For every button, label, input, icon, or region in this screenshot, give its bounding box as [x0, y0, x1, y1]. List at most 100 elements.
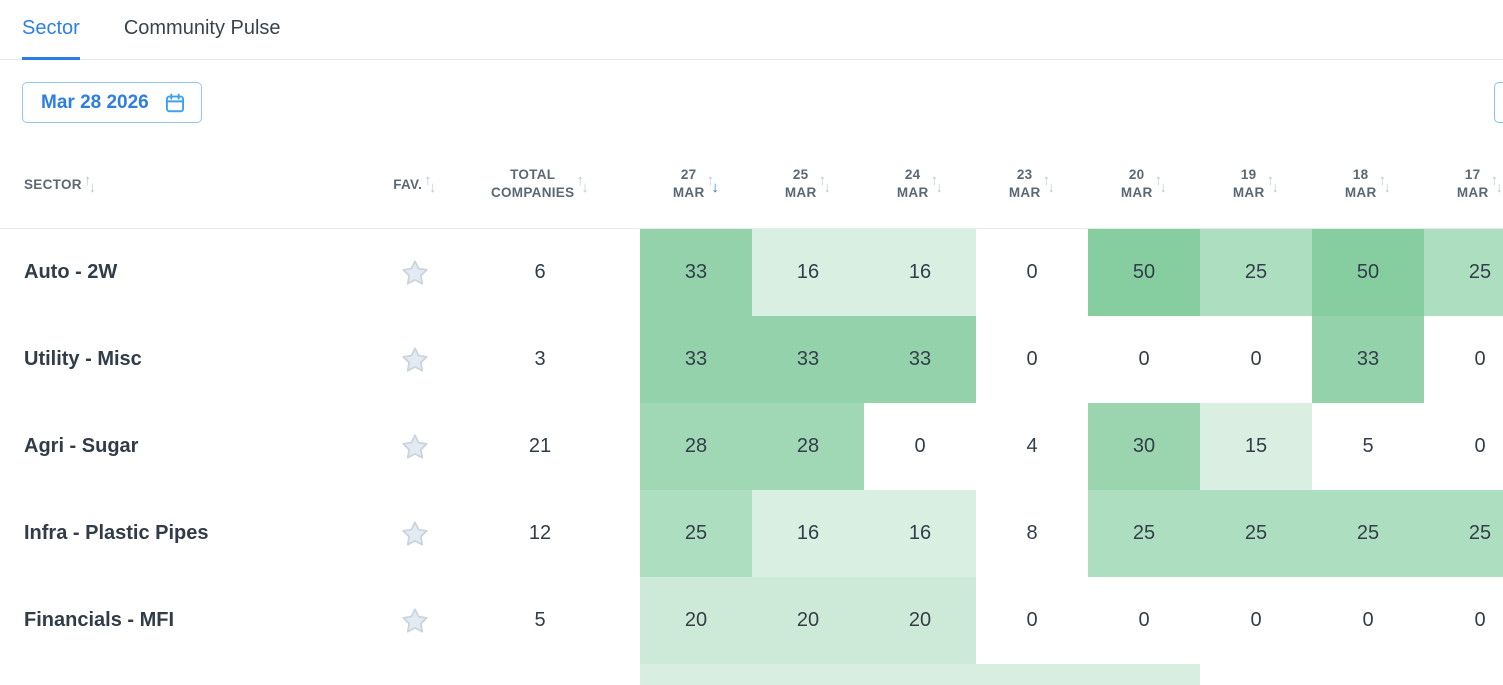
heat-cell: 33 [1312, 316, 1424, 403]
heat-cell-partial [1088, 664, 1200, 685]
table-row-partial [0, 664, 1503, 685]
date-header-label: 24 MAR [896, 167, 929, 200]
heat-cell: 25 [1200, 229, 1312, 316]
sort-up-icon: ↑ [1154, 171, 1163, 189]
total-companies-value: 3 [534, 348, 546, 370]
total-companies-value: 12 [528, 522, 552, 544]
sort-down-icon: ↓ [1495, 178, 1503, 196]
heat-cell: 20 [752, 577, 864, 664]
favorite-star-icon[interactable] [400, 519, 430, 549]
sector-name: Financials - MFI [24, 609, 175, 631]
heat-cell-partial [1424, 664, 1503, 685]
favorite-star-icon[interactable] [400, 345, 430, 375]
sort-icons: ↑ ↓ [84, 172, 97, 196]
cut-off-right-button[interactable] [1494, 82, 1503, 123]
column-header-fav[interactable]: FAV. ↑ ↓ [393, 171, 437, 196]
spacer [460, 664, 620, 685]
heat-cell-partial [640, 664, 752, 685]
heat-cell: 28 [752, 403, 864, 490]
heat-cell-partial [976, 664, 1088, 685]
date-header-label: 27 MAR [672, 167, 705, 200]
tab-sector-label: Sector [22, 17, 80, 39]
sort-icons: ↑ ↓ [424, 172, 437, 196]
spacer [620, 490, 640, 577]
sort-up-icon: ↑ [1378, 171, 1387, 189]
heat-cell: 16 [864, 229, 976, 316]
column-header-date-19-mar[interactable]: 19 MAR ↑ ↓ [1200, 140, 1312, 228]
sort-down-icon: ↓ [581, 178, 590, 196]
date-picker-button[interactable]: Mar 28 2026 [22, 82, 202, 123]
heat-cell: 33 [640, 316, 752, 403]
spacer [620, 403, 640, 490]
tab-bar: Sector Community Pulse [0, 0, 1503, 60]
fav-cell [370, 577, 460, 664]
fav-cell [370, 490, 460, 577]
heat-cell: 20 [864, 577, 976, 664]
sort-down-icon: ↓ [1047, 178, 1056, 196]
heat-cell-partial [1200, 664, 1312, 685]
sort-icons: ↑ ↓ [819, 172, 832, 196]
heat-cell: 0 [976, 577, 1088, 664]
heat-cell: 5 [1312, 403, 1424, 490]
heat-cell: 33 [752, 316, 864, 403]
heat-cell: 15 [1200, 403, 1312, 490]
column-header-date-17-mar[interactable]: 17 MAR ↑ ↓ [1424, 140, 1503, 228]
heat-cell: 0 [1424, 316, 1503, 403]
favorite-star-icon[interactable] [400, 432, 430, 462]
column-header-date-25-mar[interactable]: 25 MAR ↑ ↓ [752, 140, 864, 228]
column-header-date-27-mar[interactable]: 27 MAR ↑ ↓ [640, 140, 752, 228]
column-header-date-20-mar[interactable]: 20 MAR ↑ ↓ [1088, 140, 1200, 228]
column-header-date-24-mar[interactable]: 24 MAR ↑ ↓ [864, 140, 976, 228]
tab-community-pulse-label: Community Pulse [123, 17, 281, 39]
heat-cell: 16 [864, 490, 976, 577]
total-companies-value: 5 [534, 609, 546, 631]
date-header-label: 23 MAR [1008, 167, 1041, 200]
table-row: Auto - 2W 6 33 16 16 0 50 25 50 25 [0, 229, 1503, 316]
tab-community-pulse[interactable]: Community Pulse [124, 0, 281, 60]
sort-down-icon: ↓ [935, 178, 944, 196]
sort-down-icon: ↓ [1159, 178, 1168, 196]
sort-up-icon: ↑ [83, 171, 92, 189]
heat-cell: 33 [640, 229, 752, 316]
table-row: Utility - Misc 3 33 33 33 0 0 0 33 0 [0, 316, 1503, 403]
sort-up-icon: ↑ [424, 171, 432, 189]
calendar-icon [164, 92, 186, 114]
column-header-total-companies[interactable]: TOTAL COMPANIES ↑ ↓ [490, 167, 590, 200]
heat-cell: 33 [864, 316, 976, 403]
sort-down-icon: ↓ [428, 178, 437, 196]
table-row: Agri - Sugar 21 28 28 0 4 30 15 5 0 [0, 403, 1503, 490]
toolbar: Mar 28 2026 [0, 60, 1503, 140]
sort-icons: ↑ ↓ [1267, 172, 1280, 196]
sort-up-icon: ↑ [1490, 171, 1499, 189]
spacer [620, 229, 640, 316]
column-header-date-18-mar[interactable]: 18 MAR ↑ ↓ [1312, 140, 1424, 228]
heat-cell: 28 [640, 403, 752, 490]
column-header-date-23-mar[interactable]: 23 MAR ↑ ↓ [976, 140, 1088, 228]
heat-cell: 25 [640, 490, 752, 577]
fav-cell [370, 229, 460, 316]
favorite-star-icon[interactable] [400, 606, 430, 636]
favorite-star-icon[interactable] [400, 258, 430, 288]
date-picker-label: Mar 28 2026 [41, 91, 149, 113]
table-body: Auto - 2W 6 33 16 16 0 50 25 50 25 Utility - Misc 3… [0, 229, 1503, 685]
heat-cell: 50 [1088, 229, 1200, 316]
heat-cell: 25 [1312, 490, 1424, 577]
sort-icons: ↑ ↓ [1491, 172, 1503, 196]
spacer [620, 140, 640, 228]
heat-cell: 16 [752, 229, 864, 316]
heat-cell: 0 [1312, 577, 1424, 664]
date-header-label: 17 MAR [1456, 167, 1489, 200]
date-header-label: 18 MAR [1344, 167, 1377, 200]
table-row: Infra - Plastic Pipes 12 25 16 16 8 25 25 25 25 [0, 490, 1503, 577]
sort-up-icon: ↑ [818, 171, 827, 189]
date-header-label: 25 MAR [784, 167, 817, 200]
total-companies-value: 21 [528, 435, 552, 457]
sector-name: Utility - Misc [24, 348, 142, 370]
column-header-sector[interactable]: SECTOR ↑ ↓ [24, 171, 97, 196]
heat-cell-partial [1312, 664, 1424, 685]
heat-cell: 25 [1424, 490, 1503, 577]
sort-up-icon: ↑ [1042, 171, 1051, 189]
tab-sector[interactable]: Sector [22, 0, 80, 60]
spacer [620, 664, 640, 685]
